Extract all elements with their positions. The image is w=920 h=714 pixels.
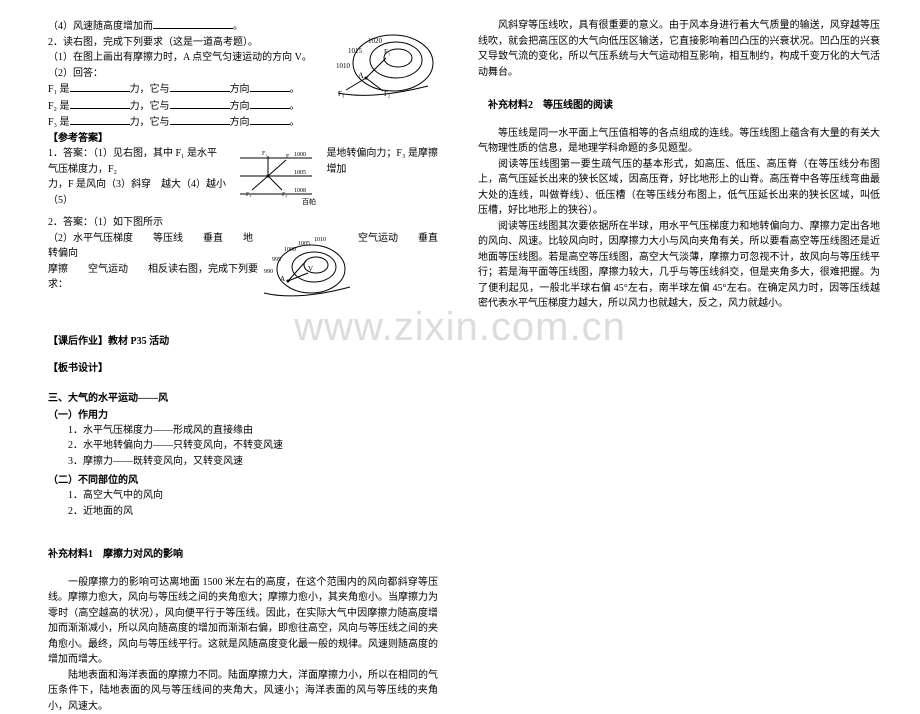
f1a: F₁ 是 xyxy=(48,84,70,95)
board-design: 【板书设计】 xyxy=(48,361,438,377)
f1-blank3 xyxy=(250,81,290,92)
sup2-p1: 等压线是同一水平面上气压值相等的各点组成的连线。等压线图上蕴含有大量的有关大气物… xyxy=(478,126,880,157)
s3-1: （一）作用力 xyxy=(48,406,438,421)
svg-text:A: A xyxy=(358,71,364,80)
ans2: 2．答案：（1）如下图所示 xyxy=(48,215,438,231)
svg-text:1015: 1015 xyxy=(348,47,363,55)
f1-blank1 xyxy=(70,81,130,92)
isobar-diagram-2: 990 995 1000 1005 1010 A V xyxy=(258,231,358,306)
f3c: 方向 xyxy=(230,117,250,128)
q2-head: 2．读右图，完成下列要求（这是一道高考题）。 xyxy=(48,35,328,51)
vector-diagram: 1000 1005 1008 F₁ F F₃ F₂ 百帕 xyxy=(232,146,320,211)
ans1: 1．答案：（1）见右图，其中 F₁ 是水平气压梯度力，F₂ xyxy=(48,146,226,177)
q4-end: 。 xyxy=(233,21,243,32)
sup2-hd: 补充材料2 等压线图的阅读 xyxy=(478,98,880,114)
s3: 三、大气的水平运动——风 xyxy=(48,389,438,404)
sup1-p2: 陆地表面和海洋表面的摩擦力不同。陆面摩擦力大，洋面摩擦力小，所以在相同的气压条件… xyxy=(48,668,438,714)
svg-text:百帕: 百帕 xyxy=(302,197,316,206)
s3-1-2: 2．水平地转偏向力——只转变风向，不转变风速 xyxy=(48,438,438,454)
f1b: 力，它与 xyxy=(130,84,170,95)
q4-blank xyxy=(153,18,233,29)
svg-text:1010: 1010 xyxy=(336,62,351,70)
f1-blank2 xyxy=(170,81,230,92)
s3-2-2: 2．近地面的风 xyxy=(48,504,438,520)
f2-blank1 xyxy=(70,98,130,109)
f3-line: F₃ 是 力，它与 方向 。 xyxy=(48,114,328,131)
svg-text:F: F xyxy=(286,154,290,160)
f1-line: F₁ 是 力，它与 方向 。 xyxy=(48,81,328,98)
f3b: 力，它与 xyxy=(130,117,170,128)
homework: 【课后作业】教材 P35 活动 xyxy=(48,334,438,350)
f2end: 。 xyxy=(290,101,300,112)
sup2-p3: 阅读等压线图其次要依据所在半球，用水平气压梯度力和地转偏向力、摩擦力定出各地的风… xyxy=(478,219,880,312)
q4-text: （4）风速随高度增加而 xyxy=(48,21,153,32)
svg-text:F₃: F₃ xyxy=(246,192,251,198)
svg-text:F₂: F₂ xyxy=(384,90,391,98)
f3-blank3 xyxy=(250,114,290,125)
q2-2: （2）回答： xyxy=(48,66,328,82)
f2-blank3 xyxy=(250,98,290,109)
s3-2-1: 1．高空大气中的风向 xyxy=(48,488,438,504)
f2b: 力，它与 xyxy=(130,101,170,112)
s3-1-3: 3．摩擦力——既转变风向，又转变风速 xyxy=(48,454,438,470)
q2-1: （1）在图上画出有摩擦力时，A 点空气匀速运动的方向 V。 xyxy=(48,50,328,66)
f3-blank2 xyxy=(170,114,230,125)
sup2-p2: 阅读等压线图第一要生疏气压的基本形式，如高压、低压、高压脊（在等压线分布图上，高… xyxy=(478,157,880,219)
f3a: F₃ 是 xyxy=(48,117,70,128)
svg-text:F₁: F₁ xyxy=(384,48,390,56)
f2-blank2 xyxy=(170,98,230,109)
f3-blank1 xyxy=(70,114,130,125)
svg-text:1005: 1005 xyxy=(298,241,310,247)
right-p1: 风斜穿等压线吹，具有很重要的意义。由于风本身进行着大气质量的输送，风穿越等压线吹… xyxy=(478,18,880,80)
f3end: 。 xyxy=(290,117,300,128)
svg-text:995: 995 xyxy=(272,257,281,263)
svg-text:V: V xyxy=(308,265,313,273)
f2-line: F₂ 是 力，它与 方向 。 xyxy=(48,98,328,115)
f1c: 方向 xyxy=(230,84,250,95)
svg-text:1000: 1000 xyxy=(284,247,296,253)
ans2b: （2）水平气压梯度 等压线 垂直 地转偏向 xyxy=(48,231,258,262)
svg-text:A: A xyxy=(280,275,285,283)
svg-text:1005: 1005 xyxy=(294,170,306,176)
svg-text:1010: 1010 xyxy=(314,237,326,243)
s3-2: （二）不同部位的风 xyxy=(48,471,438,486)
svg-text:1020: 1020 xyxy=(368,37,383,45)
ans1d: 增加 xyxy=(326,162,438,178)
sup1-p1: 一般摩擦力的影响可达离地面 1500 米左右的高度，在这个范围内的风向都斜穿等压… xyxy=(48,575,438,668)
q4-line: （4）风速随高度增加而 。 xyxy=(48,18,328,35)
svg-text:F₂: F₂ xyxy=(282,192,287,198)
svg-text:1008: 1008 xyxy=(294,188,306,194)
ans1b: 力，F 是风向（3）斜穿 越大（4）越小（5） xyxy=(48,177,226,208)
sup1-hd: 补充材料1 摩擦力对风的影响 xyxy=(48,547,438,563)
f2c: 方向 xyxy=(230,101,250,112)
svg-text:1000: 1000 xyxy=(294,152,306,158)
answer-hd: 【参考答案】 xyxy=(48,131,438,147)
ans2d: 摩擦 空气运动 相反读右图，完成下列要求： xyxy=(48,262,258,293)
svg-text:990: 990 xyxy=(264,269,273,275)
f1end: 。 xyxy=(290,84,300,95)
svg-text:F₁: F₁ xyxy=(262,151,267,157)
ans1c: 是地转偏向力；F₃ 是摩擦 xyxy=(326,146,438,162)
s3-1-1: 1．水平气压梯度力——形成风的直接缘由 xyxy=(48,423,438,439)
f2a: F₂ 是 xyxy=(48,101,70,112)
isobar-diagram-1: 1010 1015 1020 A F₁ F₃ F₂ xyxy=(328,18,438,111)
ans2c: 空气运动 垂直 xyxy=(358,231,438,247)
svg-text:F₃: F₃ xyxy=(338,90,345,98)
